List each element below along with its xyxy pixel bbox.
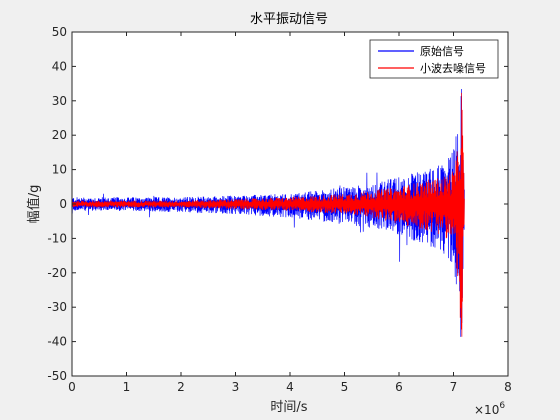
y-tick-label: 0	[59, 197, 67, 211]
x-axis: 0 1 2 3 4 5 6 7 8	[68, 32, 512, 394]
x-tick-label: 1	[123, 380, 131, 394]
y-tick-label: 50	[52, 25, 67, 39]
legend-box	[369, 39, 499, 79]
legend-label-denoised: 小波去噪信号	[420, 62, 486, 75]
signal-layer	[71, 89, 465, 337]
x-tick-label: 0	[68, 380, 76, 394]
chart-title: 水平振动信号	[250, 12, 328, 27]
x-multiplier-exponent: 6	[499, 401, 505, 411]
legend: 原始信号 小波去噪信号	[369, 39, 499, 79]
y-tick-label: 10	[52, 163, 67, 177]
y-tick-label: 20	[52, 128, 67, 142]
y-axis: 50 40 30 20 10 0 -10 -20 -30 -40 -50	[47, 25, 508, 383]
y-axis-title: 幅值/g	[26, 185, 42, 224]
y-tick-label: -50	[47, 369, 67, 383]
x-axis-title: 时间/s	[270, 400, 307, 415]
y-tick-label: -40	[47, 335, 67, 349]
y-tick-label: -20	[47, 266, 67, 280]
x-multiplier-base: ×10	[474, 403, 499, 417]
x-axis-multiplier: ×106	[474, 401, 505, 417]
y-tick-label: -30	[47, 300, 67, 314]
x-tick-label: 7	[450, 380, 458, 394]
x-tick-label: 5	[341, 380, 349, 394]
signal-series-denoised	[71, 92, 465, 337]
x-tick-label: 4	[286, 380, 294, 394]
y-tick-label: -10	[47, 231, 67, 245]
y-tick-label: 30	[52, 94, 67, 108]
x-tick-label: 6	[395, 380, 403, 394]
x-tick-label: 2	[177, 380, 185, 394]
legend-label-original: 原始信号	[420, 44, 464, 58]
x-tick-label: 8	[504, 380, 512, 394]
x-tick-label: 3	[232, 380, 240, 394]
y-tick-label: 40	[52, 59, 67, 73]
